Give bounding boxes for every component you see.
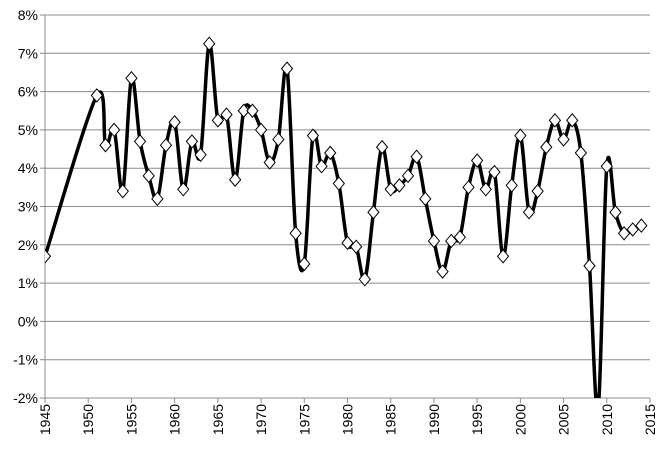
marker xyxy=(116,183,129,199)
marker xyxy=(505,178,518,193)
marker xyxy=(375,139,389,155)
marker xyxy=(349,239,363,254)
marker xyxy=(609,204,622,220)
marker xyxy=(496,249,510,264)
marker xyxy=(600,159,613,174)
marker xyxy=(263,155,276,170)
x-tick-label: 2015 xyxy=(642,404,658,435)
y-tick-label: 0% xyxy=(18,313,38,329)
marker xyxy=(566,113,579,128)
marker xyxy=(125,70,138,86)
marker xyxy=(384,181,397,197)
marker xyxy=(401,168,415,184)
marker xyxy=(142,168,155,184)
marker xyxy=(289,226,302,241)
marker xyxy=(228,172,242,187)
plot-area xyxy=(45,36,648,398)
marker xyxy=(583,258,596,274)
marker xyxy=(185,134,199,149)
marker xyxy=(315,159,328,174)
marker xyxy=(45,249,52,264)
x-tick-label: 1980 xyxy=(340,404,356,435)
marker xyxy=(410,149,423,164)
x-tick-label: 2000 xyxy=(512,404,528,435)
marker xyxy=(427,233,441,249)
y-tick-label: 2% xyxy=(18,237,38,253)
marker xyxy=(237,103,250,119)
marker xyxy=(254,122,268,138)
marker xyxy=(159,137,173,153)
marker xyxy=(393,178,406,193)
marker xyxy=(626,222,639,237)
marker xyxy=(488,164,501,180)
marker xyxy=(168,114,181,130)
marker xyxy=(453,229,467,245)
marker xyxy=(367,204,380,220)
marker xyxy=(617,226,631,241)
marker xyxy=(341,235,354,251)
marker xyxy=(272,132,285,147)
marker xyxy=(280,61,294,76)
x-tick-label: 1975 xyxy=(296,404,312,435)
marker xyxy=(211,113,225,128)
y-tick-label: 4% xyxy=(18,160,38,176)
marker xyxy=(332,176,346,191)
y-tick-label: 1% xyxy=(18,275,38,291)
y-tick-label: 3% xyxy=(18,199,38,215)
marker xyxy=(177,181,190,197)
series-line xyxy=(45,41,643,398)
marker xyxy=(358,271,371,287)
marker xyxy=(470,153,484,168)
marker xyxy=(298,256,311,272)
y-tick-label: 7% xyxy=(18,45,38,61)
x-tick-label: 1965 xyxy=(210,404,226,435)
marker xyxy=(462,180,475,195)
x-tick-label: 1990 xyxy=(426,404,442,435)
x-tick-label: 1955 xyxy=(123,404,139,435)
marker xyxy=(151,191,164,207)
y-tick-label: 6% xyxy=(18,84,38,100)
x-tick-label: 2010 xyxy=(599,404,615,435)
y-tick-label: -2% xyxy=(13,390,38,406)
marker xyxy=(90,88,104,103)
marker xyxy=(574,145,588,161)
marker xyxy=(306,128,320,143)
x-tick-label: 1950 xyxy=(80,404,96,435)
x-tick-label: 1995 xyxy=(469,404,485,435)
x-tick-label: 2005 xyxy=(556,404,572,435)
marker xyxy=(107,122,121,138)
marker xyxy=(540,139,553,155)
marker xyxy=(436,264,449,279)
marker xyxy=(133,134,147,149)
marker xyxy=(557,132,570,147)
marker xyxy=(635,218,648,233)
x-tick-label: 1945 xyxy=(37,404,53,435)
marker xyxy=(419,191,432,207)
x-tick-label: 1960 xyxy=(167,404,183,435)
x-tick-label: 1985 xyxy=(383,404,399,435)
marker xyxy=(522,204,536,220)
marker xyxy=(445,233,458,249)
marker xyxy=(246,103,259,119)
marker xyxy=(479,181,492,197)
y-tick-label: -1% xyxy=(13,352,38,368)
marker xyxy=(99,137,112,153)
y-tick-label: 8% xyxy=(18,7,38,23)
marker xyxy=(324,145,337,161)
marker xyxy=(531,183,544,199)
marker xyxy=(548,113,562,128)
marker xyxy=(220,107,233,122)
marker xyxy=(203,36,216,51)
y-tick-label: 5% xyxy=(18,122,38,138)
marker xyxy=(514,128,527,143)
x-tick-label: 1970 xyxy=(253,404,269,435)
marker xyxy=(194,147,207,163)
